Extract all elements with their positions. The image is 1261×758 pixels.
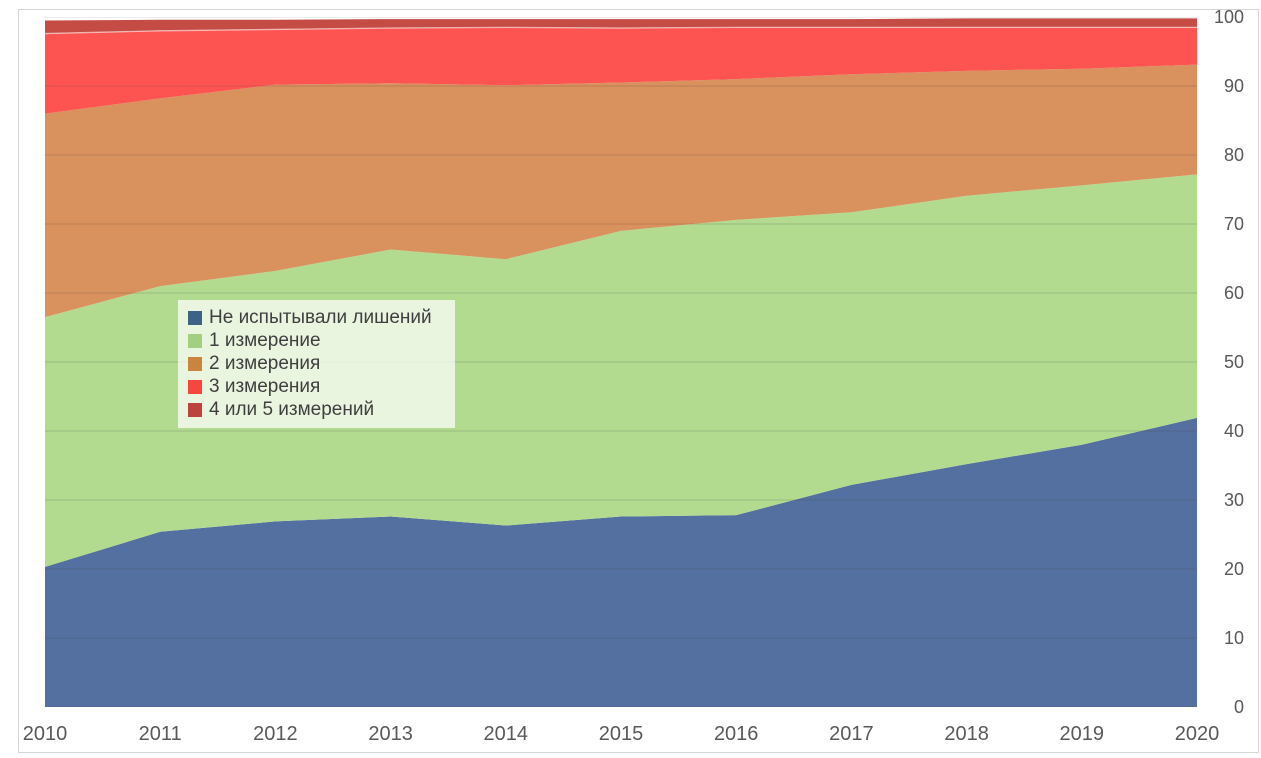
legend-label: 2 измерения <box>209 352 321 374</box>
legend-swatch-icon <box>188 356 202 371</box>
y-axis-label-80: 80 <box>1223 145 1244 165</box>
x-axis-label-2017: 2017 <box>829 723 874 745</box>
area-series-3 <box>45 27 1197 114</box>
x-axis-label-2018: 2018 <box>944 723 989 745</box>
y-axis-label-90: 90 <box>1223 76 1244 96</box>
area-series-4 <box>45 18 1197 34</box>
x-axis-label-2012: 2012 <box>253 723 298 745</box>
legend: Не испытывали лишений 1 измерение 2 измере… <box>178 300 455 428</box>
x-axis-label-2020: 2020 <box>1174 723 1220 745</box>
x-axis-label-2013: 2013 <box>368 723 413 745</box>
area-series-0 <box>45 417 1197 707</box>
y-axis-label-10: 10 <box>1223 628 1244 648</box>
legend-item-2: 2 измерения <box>188 352 445 375</box>
x-axis-label-2016: 2016 <box>713 723 759 745</box>
y-axis-label-70: 70 <box>1223 214 1244 234</box>
legend-item-3: 3 измерения <box>188 376 445 399</box>
y-axis-label-60: 60 <box>1223 283 1244 303</box>
legend-label: 3 измерения <box>209 376 321 398</box>
legend-label: Не испытывали лишений <box>209 306 432 328</box>
x-axis-label-2010: 2010 <box>22 723 68 745</box>
legend-item-0: Не испытывали лишений <box>188 306 445 329</box>
y-axis-label-50: 50 <box>1223 352 1244 372</box>
x-axis-label-2019: 2019 <box>1059 723 1105 745</box>
area-series-2 <box>45 64 1197 318</box>
legend-swatch-icon <box>188 403 202 418</box>
series-boundary-highlight <box>45 26 1197 35</box>
legend-label: 1 измерение <box>209 329 321 351</box>
y-axis-label-30: 30 <box>1223 490 1244 510</box>
y-axis-label-40: 40 <box>1223 421 1244 441</box>
y-axis-label-100: 100 <box>1213 7 1244 27</box>
plot-area <box>45 17 1197 707</box>
legend-swatch-icon <box>188 380 202 395</box>
area-series-1 <box>45 174 1197 567</box>
legend-swatch-icon <box>188 310 202 325</box>
x-axis-label-2015: 2015 <box>598 723 644 745</box>
x-axis-label-2014: 2014 <box>483 723 529 745</box>
y-axis-label-0: 0 <box>1233 697 1244 717</box>
legend-item-4: 4 или 5 измерений <box>188 399 445 422</box>
legend-label: 4 или 5 измерений <box>209 399 375 421</box>
legend-item-1: 1 измерение <box>188 329 445 352</box>
x-axis-label-2011: 2011 <box>138 723 182 745</box>
y-axis-label-20: 20 <box>1223 559 1244 579</box>
legend-swatch-icon <box>188 333 202 348</box>
